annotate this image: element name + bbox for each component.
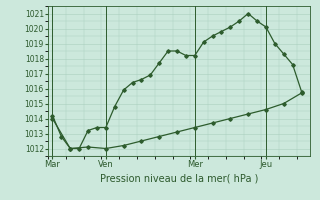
X-axis label: Pression niveau de la mer( hPa ): Pression niveau de la mer( hPa ) (100, 173, 258, 183)
